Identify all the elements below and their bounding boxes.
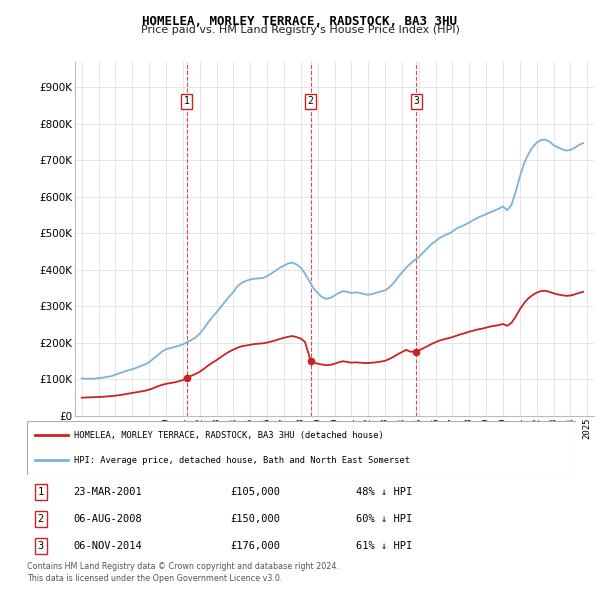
Text: 48% ↓ HPI: 48% ↓ HPI: [356, 487, 413, 497]
Text: 61% ↓ HPI: 61% ↓ HPI: [356, 542, 413, 552]
Text: 06-AUG-2008: 06-AUG-2008: [74, 514, 142, 525]
Text: 23-MAR-2001: 23-MAR-2001: [74, 487, 142, 497]
Text: HPI: Average price, detached house, Bath and North East Somerset: HPI: Average price, detached house, Bath…: [74, 456, 410, 465]
Text: 2: 2: [38, 514, 44, 525]
Text: 3: 3: [413, 96, 419, 106]
Text: £150,000: £150,000: [230, 514, 280, 525]
FancyBboxPatch shape: [27, 421, 576, 475]
Text: HOMELEA, MORLEY TERRACE, RADSTOCK, BA3 3HU: HOMELEA, MORLEY TERRACE, RADSTOCK, BA3 3…: [143, 15, 458, 28]
Text: £105,000: £105,000: [230, 487, 280, 497]
Text: This data is licensed under the Open Government Licence v3.0.: This data is licensed under the Open Gov…: [27, 574, 283, 583]
Text: 2: 2: [308, 96, 314, 106]
Text: 3: 3: [38, 542, 44, 552]
Text: HOMELEA, MORLEY TERRACE, RADSTOCK, BA3 3HU (detached house): HOMELEA, MORLEY TERRACE, RADSTOCK, BA3 3…: [74, 431, 383, 440]
Text: 1: 1: [184, 96, 190, 106]
Text: 60% ↓ HPI: 60% ↓ HPI: [356, 514, 413, 525]
Text: £176,000: £176,000: [230, 542, 280, 552]
Text: Price paid vs. HM Land Registry's House Price Index (HPI): Price paid vs. HM Land Registry's House …: [140, 25, 460, 35]
Text: 1: 1: [38, 487, 44, 497]
Text: 06-NOV-2014: 06-NOV-2014: [74, 542, 142, 552]
Text: Contains HM Land Registry data © Crown copyright and database right 2024.: Contains HM Land Registry data © Crown c…: [27, 562, 339, 571]
